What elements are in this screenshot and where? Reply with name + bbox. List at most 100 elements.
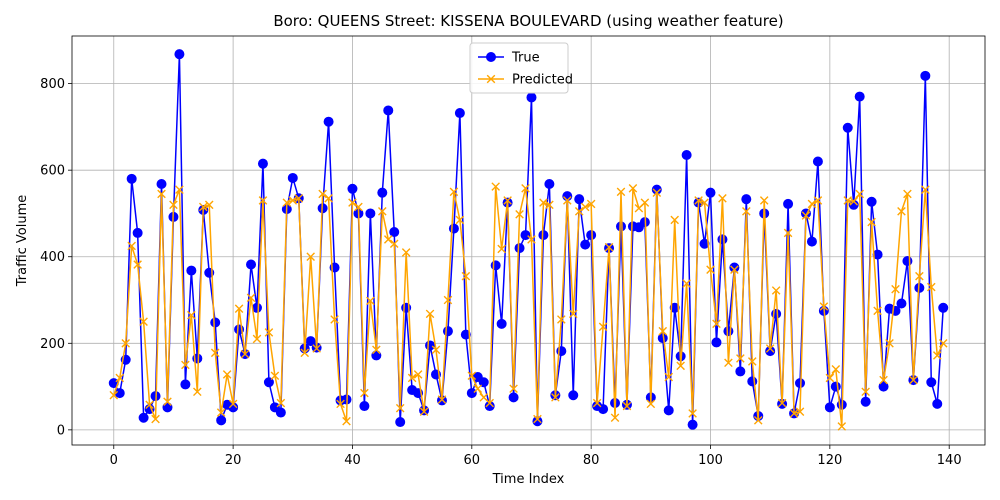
data-point-predicted bbox=[491, 182, 500, 191]
data-point-predicted bbox=[592, 398, 602, 408]
data-point-true bbox=[830, 381, 841, 392]
series-line-predicted bbox=[113, 185, 944, 428]
data-point-predicted bbox=[557, 315, 566, 324]
data-point-predicted bbox=[366, 296, 375, 306]
data-point-predicted bbox=[736, 354, 745, 363]
data-point-predicted bbox=[795, 407, 805, 416]
data-point-predicted bbox=[389, 239, 399, 249]
data-point-true bbox=[365, 208, 376, 219]
data-point-true bbox=[389, 227, 400, 238]
data-point-true bbox=[138, 412, 149, 423]
data-point-true bbox=[156, 179, 167, 190]
data-point-predicted bbox=[461, 271, 471, 281]
chart-title: Boro: QUEENS Street: KISSENA BOULEVARD (… bbox=[273, 12, 783, 30]
data-point-true bbox=[257, 158, 268, 169]
data-point-predicted bbox=[133, 260, 142, 269]
data-point-predicted bbox=[562, 196, 572, 205]
data-point-predicted bbox=[181, 360, 190, 370]
data-point-predicted bbox=[163, 397, 172, 407]
data-point-predicted bbox=[837, 422, 847, 431]
plot-frame bbox=[71, 35, 986, 446]
data-point-true bbox=[520, 230, 531, 241]
data-point-predicted bbox=[419, 407, 429, 416]
data-point-true bbox=[162, 402, 173, 413]
data-point-predicted bbox=[503, 196, 512, 205]
data-point-predicted bbox=[789, 409, 799, 418]
data-point-true bbox=[902, 256, 913, 267]
data-point-predicted bbox=[652, 188, 662, 197]
data-point-predicted bbox=[193, 387, 202, 397]
data-point-predicted bbox=[455, 215, 465, 225]
data-point-predicted bbox=[521, 184, 530, 193]
x-tick-label: 140 bbox=[937, 453, 962, 468]
data-point-true bbox=[526, 92, 537, 103]
data-point-predicted bbox=[783, 228, 793, 238]
data-point-true bbox=[562, 191, 573, 202]
data-point-true bbox=[359, 401, 370, 412]
data-point-true bbox=[508, 392, 519, 403]
data-point-predicted bbox=[694, 196, 703, 205]
data-point-predicted bbox=[187, 310, 196, 320]
data-point-true bbox=[812, 156, 823, 167]
data-point-predicted bbox=[801, 211, 811, 220]
data-point-true bbox=[699, 238, 710, 249]
data-point-predicted bbox=[383, 235, 393, 244]
data-point-true bbox=[442, 326, 453, 337]
legend-item-true: True bbox=[478, 51, 540, 66]
data-point-predicted bbox=[879, 375, 888, 385]
data-point-predicted bbox=[712, 319, 721, 329]
data-point-predicted bbox=[139, 317, 148, 326]
data-point-true bbox=[514, 243, 525, 254]
data-point-predicted bbox=[867, 217, 876, 227]
data-point-predicted bbox=[897, 206, 906, 216]
data-point-predicted bbox=[282, 198, 292, 207]
data-point-predicted bbox=[324, 194, 333, 203]
data-point-true bbox=[287, 172, 298, 183]
data-point-predicted bbox=[240, 349, 250, 359]
data-point-predicted bbox=[216, 408, 226, 417]
data-point-true bbox=[425, 340, 436, 351]
data-point-predicted bbox=[234, 304, 244, 313]
series-predicted bbox=[109, 182, 948, 431]
data-point-predicted bbox=[574, 206, 584, 216]
data-point-predicted bbox=[354, 202, 363, 212]
data-point-predicted bbox=[670, 215, 679, 225]
data-point-true bbox=[216, 415, 227, 426]
data-point-true bbox=[275, 407, 286, 418]
data-point-predicted bbox=[533, 414, 542, 424]
data-point-predicted bbox=[318, 189, 327, 199]
data-point-predicted bbox=[222, 370, 232, 379]
data-point-true bbox=[681, 150, 692, 161]
data-point-true bbox=[615, 221, 626, 232]
data-point-true bbox=[717, 234, 728, 245]
x-tick-label: 60 bbox=[464, 453, 481, 468]
data-point-true bbox=[663, 405, 674, 416]
x-tick-label: 40 bbox=[344, 453, 361, 468]
data-point-predicted bbox=[604, 242, 614, 252]
x-tick-label: 80 bbox=[583, 453, 600, 468]
data-point-predicted bbox=[312, 344, 321, 353]
y-tick-label: 200 bbox=[40, 337, 65, 352]
data-point-true bbox=[747, 376, 758, 387]
data-point-predicted bbox=[664, 372, 674, 382]
data-point-predicted bbox=[252, 334, 262, 344]
data-point-true bbox=[174, 49, 185, 60]
data-point-true bbox=[920, 70, 931, 81]
x-axis-label: Time Index bbox=[492, 472, 565, 487]
data-point-predicted bbox=[813, 196, 823, 205]
data-point-true bbox=[347, 183, 358, 194]
data-point-true bbox=[687, 419, 698, 430]
data-point-true bbox=[395, 417, 406, 428]
data-point-predicted bbox=[658, 326, 668, 336]
data-point-predicted bbox=[270, 371, 280, 381]
data-point-predicted bbox=[616, 187, 626, 197]
data-point-predicted bbox=[807, 199, 817, 209]
data-point-predicted bbox=[294, 194, 304, 203]
data-point-predicted bbox=[151, 414, 160, 424]
data-point-predicted bbox=[777, 398, 787, 408]
data-point-predicted bbox=[938, 338, 948, 348]
y-tick-label: 600 bbox=[40, 164, 65, 179]
legend-label-true: True bbox=[511, 51, 540, 66]
data-point-predicted bbox=[121, 338, 131, 348]
x-axis-ticks: 0 20 40 60 80 100 120 140 bbox=[110, 445, 962, 468]
